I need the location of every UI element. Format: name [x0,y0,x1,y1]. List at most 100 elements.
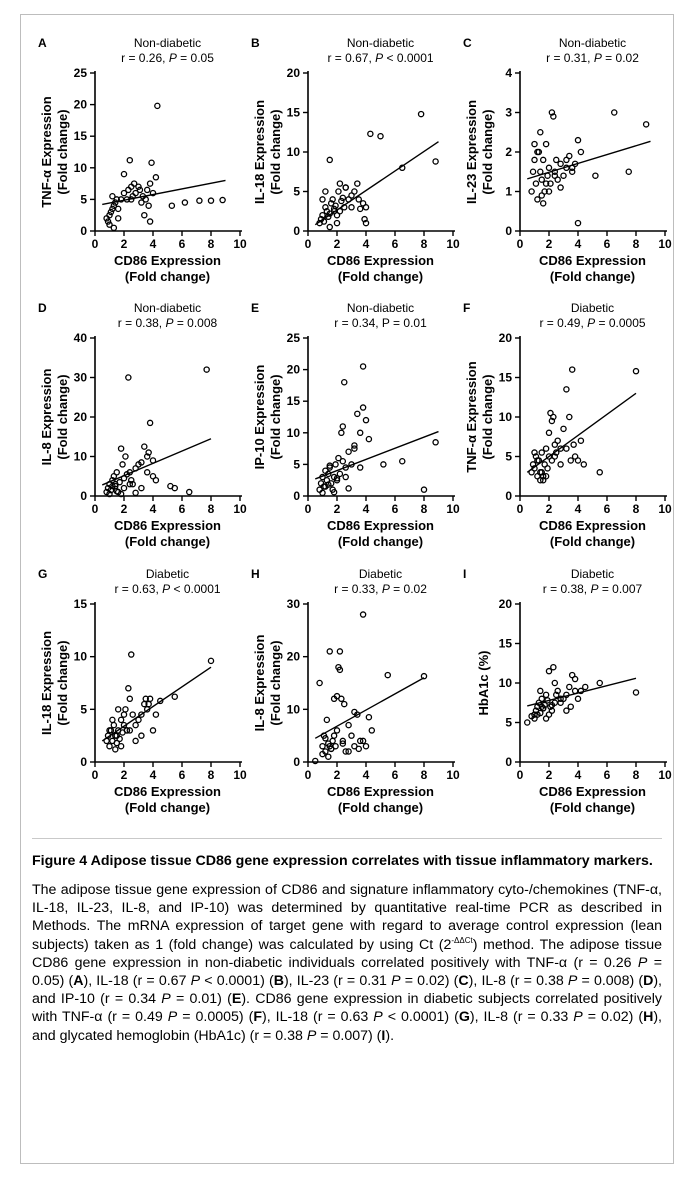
data-point [339,423,347,430]
data-point [154,102,161,110]
data-point [132,721,139,729]
data-point [534,148,541,156]
stat-p-value: = 0.05 [177,51,214,65]
data-point [126,695,134,703]
data-point [327,745,335,753]
y-tick-label: 10 [499,676,513,690]
panel-title: Non-diabetic [347,36,414,50]
data-point [571,160,579,168]
data-point [332,202,339,209]
data-point [534,196,541,203]
data-point [126,469,134,476]
data-point [196,197,203,204]
x-tick-label: 10 [658,502,672,516]
data-point [574,136,582,144]
data-point [417,110,425,118]
caption-segment: C [458,973,469,990]
x-tick-label: 0 [92,768,99,782]
stat-p-value: < 0.0001 [383,51,434,65]
y-axis-label: IL-8 Expression [252,635,267,732]
data-point [528,188,535,195]
data-point [332,461,339,468]
data-point [107,208,115,216]
stat-p-label: P [587,316,595,330]
panel-letter: B [251,36,260,50]
data-point [384,671,391,679]
data-point [112,199,119,206]
data-point [141,443,148,450]
y-tick-label: 0 [505,755,512,769]
data-point [323,716,331,724]
data-point [339,457,347,465]
stat-p-label: P [375,51,383,65]
data-point [333,219,341,227]
data-point [322,735,329,742]
stat-p-label: P [169,51,177,65]
data-point [532,180,540,187]
caption-segment: P [167,1009,178,1026]
data-point [138,199,145,206]
panel-title: Non-diabetic [559,36,626,50]
y-tick-label: 30 [74,371,88,385]
y-tick-label: 0 [293,755,300,769]
data-point [333,727,341,734]
data-point [625,168,633,175]
x-tick-label: 8 [208,768,215,782]
panel-title: Non-diabetic [347,301,414,315]
data-point [329,737,336,745]
y-tick-label: 10 [499,410,513,424]
data-point [110,721,118,729]
x-tick-label: 8 [208,237,215,251]
data-point [548,109,556,116]
y-tick-label: 15 [74,129,88,143]
data-point [125,374,132,381]
data-point [542,691,550,699]
panel-title: Diabetic [571,301,614,315]
data-point [117,445,125,452]
y-tick-label: 10 [287,145,301,159]
data-point [138,732,145,739]
data-point [539,472,547,480]
caption-segment: B [273,973,284,990]
x-tick-label: 4 [150,502,157,516]
data-point [348,192,355,199]
x-tick-label: 10 [233,502,247,516]
x-axis-label: CD86 Expression [539,784,646,799]
data-point [336,470,344,478]
caption-segment: = 0.008) ( [577,973,644,990]
data-point [355,745,362,753]
caption-segment: ), and IP-10 (r = 0.34 [32,973,662,1008]
data-point [122,706,129,713]
data-point [120,170,128,178]
data-point [542,140,550,148]
data-point [336,180,344,187]
data-point [356,737,364,745]
data-point [359,404,367,411]
data-point [551,679,559,687]
data-point [632,367,640,375]
y-axis-label: IL-23 Expression [464,100,479,204]
y-tick-label: 15 [287,106,301,120]
stat-r: r = 0.34, P = 0.01 [334,316,427,330]
regression-line [102,179,226,206]
caption-segment: < 0.0001) ( [200,973,274,990]
data-point [122,453,129,460]
data-point [104,218,112,225]
data-point [551,168,559,175]
data-point [398,164,406,172]
data-point [335,454,342,462]
data-point [143,453,151,460]
caption-segments: P = 0.05) (A), IL-18 (r = 0.67 P < 0.000… [32,955,662,1044]
data-point [531,711,538,718]
y-axis-label: (Fold change) [480,109,495,194]
panel-letter: E [251,301,259,315]
data-point [547,180,554,187]
caption-segment: F [253,1009,262,1026]
x-tick-label: 2 [334,237,341,251]
x-tick-label: 4 [575,768,582,782]
data-point [152,711,160,718]
data-point [123,727,131,734]
data-point [219,196,226,204]
